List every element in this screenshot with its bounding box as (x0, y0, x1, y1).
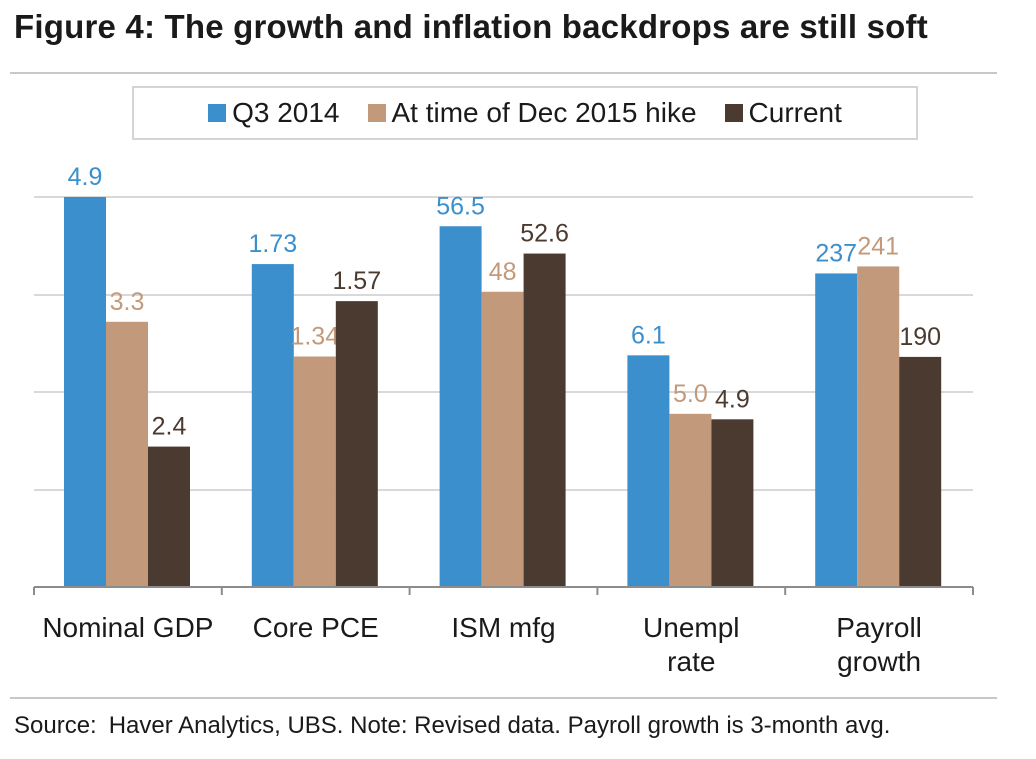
bar-nominal-gdp-at-time-of-dec-2015-hike (106, 321, 148, 587)
data-label-nominal-gdp-at-time-of-dec-2015-hike: 3.3 (110, 288, 145, 316)
bar-core-pce-at-time-of-dec-2015-hike (293, 356, 336, 587)
bar-unempl-rate-at-time-of-dec-2015-hike (669, 413, 712, 587)
data-label-unempl-rate-current: 4.9 (715, 385, 750, 413)
legend-swatch-current (724, 104, 743, 122)
data-label-core-pce-at-time-of-dec-2015-hike: 1.34 (290, 323, 339, 351)
data-label-nominal-gdp-q3-2014: 4.9 (68, 163, 103, 191)
data-label-ism-mfg-current: 52.6 (520, 220, 569, 248)
bar-payroll-growth-current (899, 356, 942, 587)
bar-chart: 4.9 3.3 2.4 Nominal GDP 1.73 1.34 1.57 Core PCE… (33, 163, 974, 677)
data-label-payroll-growth-at-time-of-dec-2015-hike: 241 (857, 232, 899, 260)
category-label-payroll-growth: Payroll (836, 612, 922, 643)
source-label: Source: (14, 712, 97, 739)
source-text: Haver Analytics, UBS. Note: Revised data… (108, 712, 891, 739)
data-label-ism-mfg-q3-2014: 56.5 (436, 192, 485, 220)
bar-payroll-growth-at-time-of-dec-2015-hike (857, 266, 900, 587)
legend-item-current: Current (724, 97, 842, 129)
bar-payroll-growth-q3-2014 (815, 273, 858, 587)
category-label-nominal-gdp: Nominal GDP (42, 612, 213, 643)
bar-core-pce-current (335, 301, 378, 587)
data-label-payroll-growth-current: 190 (899, 323, 941, 351)
legend-swatch-dec-2015 (367, 104, 386, 122)
data-label-unempl-rate-q3-2014: 6.1 (631, 321, 666, 349)
bar-ism-mfg-current (523, 253, 566, 588)
top-rule (10, 72, 997, 74)
bar-nominal-gdp-current (148, 446, 190, 587)
category-label-unempl-rate: rate (667, 646, 715, 677)
legend-label-q3-2014: Q3 2014 (232, 97, 340, 128)
legend-label-current: Current (748, 97, 842, 128)
category-label-core-pce: Core PCE (253, 612, 379, 643)
bar-ism-mfg-at-time-of-dec-2015-hike (481, 291, 524, 587)
category-label-payroll-growth: growth (837, 646, 921, 677)
legend-item-dec-2015: At time of Dec 2015 hike (367, 97, 697, 129)
data-label-nominal-gdp-current: 2.4 (152, 413, 187, 441)
bar-ism-mfg-q3-2014 (439, 226, 482, 587)
data-label-unempl-rate-at-time-of-dec-2015-hike: 5.0 (673, 380, 708, 408)
bar-core-pce-q3-2014 (251, 264, 294, 587)
source-note: Source: Haver Analytics, UBS. Note: Revis… (14, 712, 890, 740)
bottom-rule (10, 697, 997, 699)
chart-title: Figure 4: The growth and inflation backd… (14, 8, 928, 45)
bar-unempl-rate-current (711, 419, 754, 587)
legend-label-dec-2015: At time of Dec 2015 hike (391, 97, 697, 128)
category-label-unempl-rate: Unempl (643, 612, 739, 643)
bar-unempl-rate-q3-2014 (627, 355, 670, 587)
data-label-ism-mfg-at-time-of-dec-2015-hike: 48 (489, 258, 517, 286)
legend-item-q3-2014: Q3 2014 (208, 97, 340, 129)
legend-swatch-q3-2014 (208, 104, 227, 122)
legend: Q3 2014 At time of Dec 2015 hike Current (132, 86, 918, 140)
category-label-ism-mfg: ISM mfg (451, 612, 555, 643)
data-label-core-pce-q3-2014: 1.73 (248, 230, 297, 258)
data-label-payroll-growth-q3-2014: 237 (815, 239, 857, 267)
bar-nominal-gdp-q3-2014 (64, 197, 106, 587)
data-label-core-pce-current: 1.57 (332, 267, 381, 295)
